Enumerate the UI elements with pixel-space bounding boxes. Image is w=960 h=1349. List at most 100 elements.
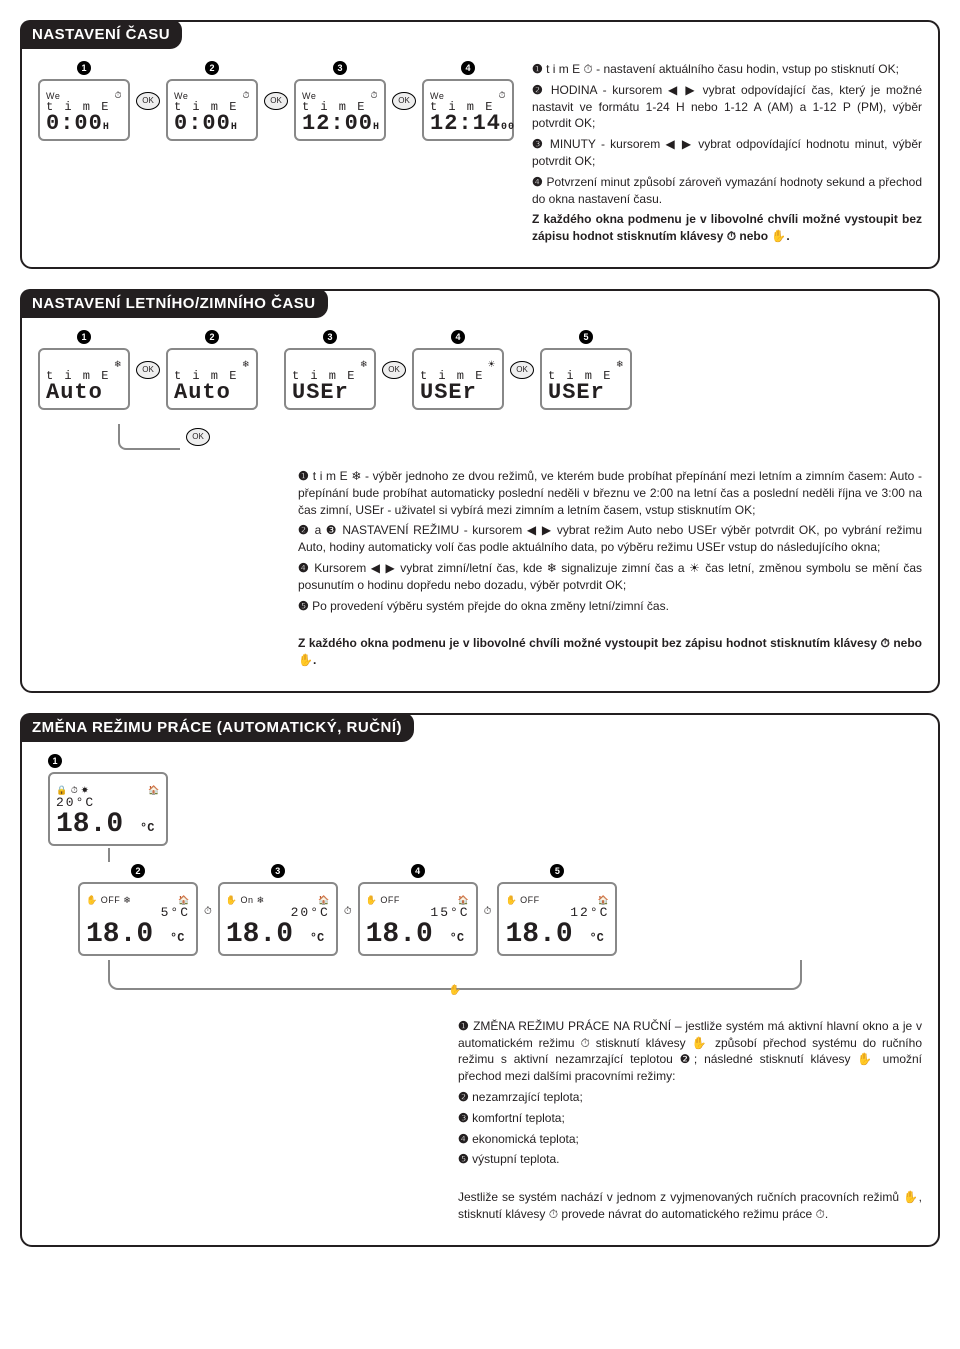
step-badge: 5: [550, 864, 564, 878]
step-badge: 1: [77, 330, 91, 344]
setpoint-temp: 20°C: [56, 795, 95, 810]
instruction-line: ❸ komfortní teplota;: [458, 1110, 922, 1127]
day-label: We: [46, 91, 60, 101]
day-label: We: [430, 91, 444, 101]
step-badge: 1: [48, 754, 62, 768]
instruction-line: ❶ t i m E ❄ - výběr jednoho ze dvou reži…: [298, 468, 922, 518]
temp-unit: °C: [140, 821, 154, 835]
lcd-time: 0:00H: [46, 113, 122, 135]
clock-icon: ⏱: [114, 90, 122, 101]
season-icon: ❄: [242, 359, 250, 370]
ok-button[interactable]: OK: [136, 92, 160, 110]
lcd-screen: ❄ t i m E USEr: [284, 348, 376, 410]
setpoint-temp: 15°C: [366, 906, 470, 919]
current-temp: 18.0: [226, 919, 293, 950]
section-title: NASTAVENÍ LETNÍHO/ZIMNÍHO ČASU: [20, 289, 328, 318]
lcd-screen: 🔒 ⏱ ☀ 🏠 20°C 18.0 °C: [48, 772, 168, 846]
lcd-screen: We⏱ t i m E 12:00H: [294, 79, 386, 141]
lcd-screen: We⏱ t i m E 0:00H: [166, 79, 258, 141]
temp-unit: °C: [170, 931, 184, 945]
clock-icon: ⏱: [344, 906, 352, 917]
day-label: We: [302, 91, 316, 101]
lcd-screen: We⏱ t i m E 12:1400: [422, 79, 514, 141]
section-title: NASTAVENÍ ČASU: [20, 20, 182, 49]
lcd-value: USEr: [292, 382, 368, 404]
instruction-line: ❶ ZMĚNA REŽIMU PRÁCE NA RUČNÍ – jestliže…: [458, 1018, 922, 1085]
lcd-value: Auto: [174, 382, 250, 404]
step-badge: 4: [461, 61, 475, 75]
instruction-text: ❶ t i m E ⏱ - nastavení aktuálního času …: [532, 61, 922, 249]
temp-unit: °C: [589, 931, 603, 945]
current-temp: 18.0: [86, 919, 153, 950]
instruction-line: ❶ t i m E ⏱ - nastavení aktuálního času …: [532, 61, 922, 78]
setpoint-temp: 12°C: [505, 906, 609, 919]
season-icon: ❄: [114, 359, 122, 370]
lcd-diagram-row: 1 ❄ t i m E Auto OK 2 ❄ t i m E Auto 3 ❄ …: [38, 330, 922, 410]
temp-unit: °C: [310, 931, 324, 945]
lcd-value: Auto: [46, 382, 122, 404]
instruction-line: ❹ ekonomická teplota;: [458, 1131, 922, 1148]
instruction-line: ❷ HODINA - kursorem ◀ ▶ vybrat odpovídaj…: [532, 82, 922, 132]
status-label: OFF: [101, 895, 121, 905]
current-temp: 18.0: [366, 919, 433, 950]
instruction-line: ❷ a ❸ NASTAVENÍ REŽIMU - kursorem ◀ ▶ vy…: [298, 522, 922, 556]
hand-icon: ✋: [226, 895, 238, 905]
section-title: ZMĚNA REŽIMU PRÁCE (AUTOMATICKÝ, RUČNÍ): [20, 713, 414, 742]
hand-icon: ✋: [86, 895, 98, 905]
status-label: OFF: [380, 895, 400, 905]
ok-button[interactable]: OK: [392, 92, 416, 110]
lcd-value: USEr: [548, 382, 624, 404]
instruction-line: ❺ výstupní teplota.: [458, 1151, 922, 1168]
ok-button[interactable]: OK: [186, 428, 210, 446]
clock-icon: ⏱: [484, 906, 492, 917]
status-label: On: [241, 895, 254, 905]
ok-button[interactable]: OK: [264, 92, 288, 110]
instruction-line: ❺ Po provedení výběru systém přejde do o…: [298, 598, 922, 615]
lcd-screen: ❄ t i m E Auto: [38, 348, 130, 410]
lcd-screen: ☀ t i m E USEr: [412, 348, 504, 410]
footer-note: Z každého okna podmenu je v libovolné ch…: [532, 211, 922, 245]
status-label: OFF: [520, 895, 540, 905]
ok-button[interactable]: OK: [510, 361, 534, 379]
footer-note: Z každého okna podmenu je v libovolné ch…: [298, 635, 922, 669]
section-work-mode: ZMĚNA REŽIMU PRÁCE (AUTOMATICKÝ, RUČNÍ) …: [20, 713, 940, 1247]
season-icon: ❄: [360, 359, 368, 370]
instruction-text: ❶ t i m E ❄ - výběr jednoho ze dvou reži…: [298, 468, 922, 673]
instruction-text: ❶ ZMĚNA REŽIMU PRÁCE NA RUČNÍ – jestliže…: [458, 1018, 922, 1227]
temp-unit: °C: [450, 931, 464, 945]
section-time-setting: NASTAVENÍ ČASU 1 We⏱ t i m E 0:00H OK2 W…: [20, 20, 940, 269]
step-badge: 1: [77, 61, 91, 75]
lcd-screen: ❄ t i m E Auto: [166, 348, 258, 410]
house-icon: 🏠: [148, 785, 160, 796]
step-badge: 4: [451, 330, 465, 344]
instruction-line: ❷ nezamrzající teplota;: [458, 1089, 922, 1106]
lcd-screen: ✋ OFF 🏠 12°C 18.0 °C: [497, 882, 617, 956]
footer-note: Jestliže se systém nachází v jednom z vy…: [458, 1189, 922, 1223]
hand-icon: ✋: [449, 985, 461, 996]
hand-icon: ✋: [366, 895, 378, 905]
instruction-line: ❹ Potvrzení minut způsobí zároveň vymazá…: [532, 174, 922, 208]
day-label: We: [174, 91, 188, 101]
section-summer-winter: NASTAVENÍ LETNÍHO/ZIMNÍHO ČASU 1 ❄ t i m…: [20, 289, 940, 693]
step-badge: 5: [579, 330, 593, 344]
clock-icon: ⏱: [204, 906, 212, 917]
current-temp: 18.0: [56, 809, 123, 840]
setpoint-temp: 20°C: [226, 906, 330, 919]
lcd-screen: ✋ OFF ❄ 🏠 5°C 18.0 °C: [78, 882, 198, 956]
instruction-line: ❹ Kursorem ◀ ▶ vybrat zimní/letní čas, k…: [298, 560, 922, 594]
clock-icon: ⏱: [498, 90, 506, 101]
step-badge: 2: [205, 330, 219, 344]
lcd-screen: ✋ OFF 🏠 15°C 18.0 °C: [358, 882, 478, 956]
clock-icon: ⏱: [242, 90, 250, 101]
step-badge: 3: [333, 61, 347, 75]
mode-icon: ❄: [257, 895, 265, 905]
step-badge: 3: [323, 330, 337, 344]
lcd-screen: We⏱ t i m E 0:00H: [38, 79, 130, 141]
lcd-time: 0:00H: [174, 113, 250, 135]
ok-button[interactable]: OK: [382, 361, 406, 379]
season-icon: ❄: [616, 359, 624, 370]
current-temp: 18.0: [505, 919, 572, 950]
hand-icon: ✋: [505, 895, 517, 905]
lcd-time: 12:1400: [430, 113, 506, 135]
ok-button[interactable]: OK: [136, 361, 160, 379]
